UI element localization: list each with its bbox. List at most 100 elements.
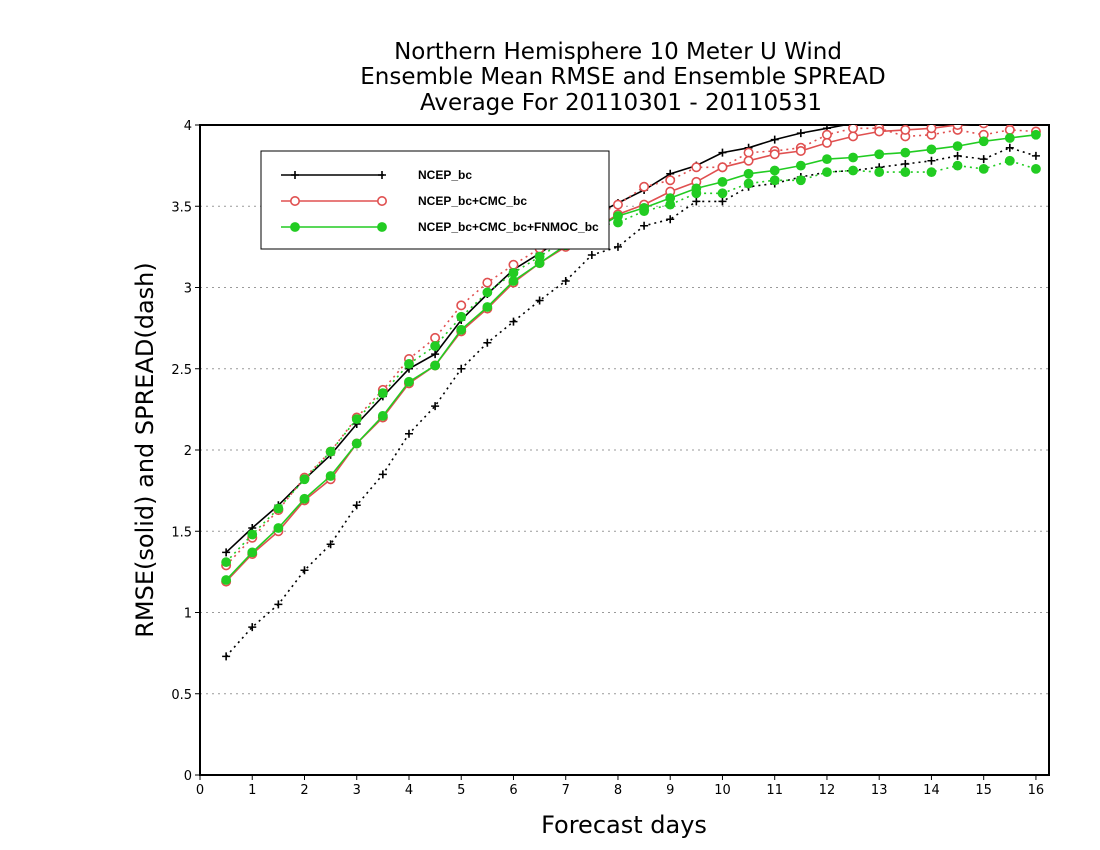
- spread-point: [351, 414, 362, 425]
- rmse-point: [795, 160, 806, 171]
- legend-marker: [289, 196, 300, 207]
- spread-point: [901, 160, 910, 168]
- rmse-point: [691, 183, 702, 194]
- x-tick-label: 16: [1028, 783, 1045, 798]
- x-tick-label: 13: [871, 783, 888, 798]
- x-tick-label: 1: [248, 783, 256, 798]
- y-tick-label: 2: [184, 444, 192, 459]
- x-tick-label: 14: [923, 783, 940, 798]
- spread-point: [926, 167, 937, 178]
- rmse-point: [431, 350, 440, 359]
- spread-point: [508, 259, 519, 270]
- series-lines: [221, 106, 1041, 661]
- rmse-point: [1031, 129, 1041, 140]
- rmse-point: [613, 211, 623, 221]
- spread-point: [222, 652, 231, 661]
- spread-point: [508, 267, 519, 278]
- rmse-point: [848, 152, 858, 163]
- rmse-point: [273, 523, 284, 533]
- spread-point: [1004, 125, 1015, 135]
- spread-point: [300, 566, 309, 575]
- spread-point: [404, 358, 414, 369]
- rmse-point: [1034, 125, 1038, 126]
- spread-point: [535, 296, 544, 305]
- axes: 0 1 2 3 4 5 6 7 8 9 10 11 12 13 14 15 1600.511.522.533.5…: [171, 119, 1050, 798]
- rmse-point: [534, 258, 545, 269]
- spread-point: [822, 167, 832, 178]
- x-tick-label: 4: [405, 783, 413, 798]
- y-tick-label: 2.5: [171, 363, 192, 378]
- x-axis-label: Forecast days: [541, 811, 707, 839]
- y-tick-label: 1: [184, 607, 192, 622]
- series-NCEP_bc+CMC_bc+FNMOC_bc: [221, 129, 1041, 585]
- rmse-point: [299, 493, 310, 504]
- spread-point: [639, 181, 650, 192]
- spread-point: [325, 446, 336, 457]
- spread-point: [848, 125, 859, 134]
- spread-point: [640, 221, 649, 230]
- rmse-point: [875, 116, 883, 124]
- rmse-point: [952, 141, 963, 152]
- legend-marker: [378, 171, 386, 179]
- spread-point: [953, 151, 962, 160]
- rmse-point: [796, 129, 805, 138]
- legend-marker: [291, 171, 299, 179]
- rmse-point: [1004, 133, 1015, 143]
- rmse-point: [351, 438, 362, 449]
- legend-marker: [290, 222, 300, 232]
- rmse-point: [848, 131, 859, 142]
- spread-point: [795, 175, 806, 186]
- x-tick-label: 6: [509, 783, 517, 798]
- rmse-point: [900, 125, 911, 135]
- spread-point: [430, 341, 441, 351]
- rmse-point: [377, 410, 388, 421]
- y-tick-label: 0: [184, 769, 192, 784]
- legend-label: NCEP_bc+CMC_bc+FNMOC_bc: [418, 220, 599, 234]
- rmse-point: [404, 376, 414, 387]
- spread-point: [482, 287, 493, 298]
- spread-point: [979, 155, 988, 164]
- rmse-point: [508, 276, 519, 286]
- spread-point: [273, 503, 284, 514]
- rmse-point: [874, 126, 885, 137]
- spread-point: [874, 167, 885, 178]
- rmse-point: [954, 106, 962, 114]
- spread-point: [692, 197, 701, 206]
- y-tick-label: 4: [184, 119, 192, 134]
- spread-point: [1031, 163, 1041, 174]
- spread-line: [225, 159, 1037, 563]
- rmse-point: [247, 547, 258, 558]
- rmse-point: [325, 471, 336, 481]
- x-tick-label: 12: [819, 783, 836, 798]
- spread-point: [587, 251, 596, 259]
- spread-point: [404, 429, 413, 438]
- spread-point: [978, 163, 989, 174]
- spread-point: [848, 165, 858, 176]
- spread-point: [927, 156, 936, 165]
- spread-point: [274, 600, 283, 609]
- chart-title: Northern Hemisphere 10 Meter U Wind Ense…: [360, 39, 885, 116]
- y-tick-label: 3: [184, 282, 192, 297]
- y-axis-label: RMSE(solid) and SPREAD(dash): [131, 262, 159, 638]
- rmse-point: [952, 125, 963, 130]
- legend: NCEP_bc NCEP_bc+CMC_bc NCEP_bc+CMC_bc+FNMO…: [260, 150, 610, 250]
- rmse-point: [456, 324, 467, 335]
- rmse-point: [717, 162, 728, 173]
- rmse-point: [926, 125, 937, 134]
- rmse-point: [795, 146, 806, 157]
- spread-point: [1031, 151, 1040, 160]
- spread-point: [430, 332, 441, 343]
- y-tick-label: 3.5: [171, 200, 192, 215]
- spread-point: [665, 175, 676, 186]
- spread-point: [482, 277, 493, 288]
- spread-point: [1005, 143, 1014, 152]
- x-tick-label: 0: [196, 783, 204, 798]
- rmse-point: [665, 193, 676, 204]
- y-tick-label: 1.5: [171, 525, 192, 540]
- spread-point: [613, 242, 622, 251]
- x-tick-label: 15: [975, 783, 992, 798]
- rmse-point: [927, 110, 935, 118]
- rmse-point: [482, 302, 493, 312]
- rmse-point: [717, 176, 728, 187]
